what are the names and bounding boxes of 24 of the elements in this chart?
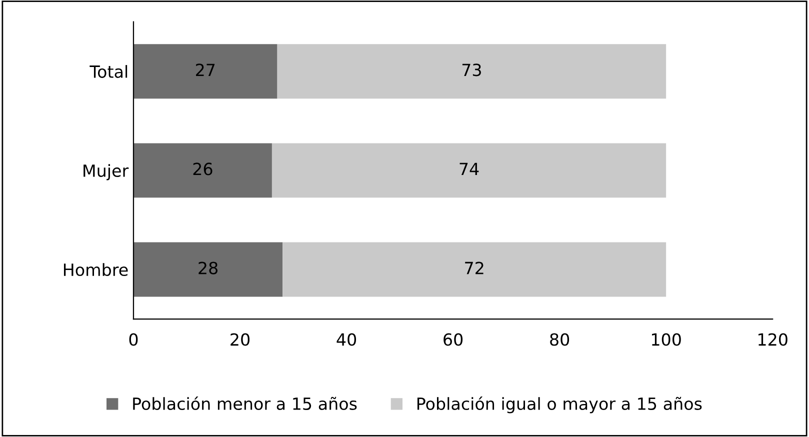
x-tick-label: 100 [652, 333, 681, 346]
data-label: 27 [196, 64, 215, 76]
data-label: 26 [193, 162, 212, 176]
y-tick-label: Mujer [84, 164, 129, 180]
data-label: 73 [462, 64, 481, 76]
bar [272, 143, 666, 198]
y-tick-label: Total [90, 65, 128, 78]
legend-label: Población igual o mayor a 15 años [417, 396, 702, 414]
data-label: 72 [465, 262, 484, 274]
y-tick-label: Hombre [64, 263, 128, 276]
legend-label: Población menor a 15 años [133, 396, 357, 410]
data-label: 74 [460, 162, 479, 176]
bar [133, 242, 283, 297]
x-tick-label: 60 [444, 333, 463, 346]
bar [133, 143, 272, 198]
bar [282, 242, 666, 297]
x-tick-label: 80 [550, 333, 570, 346]
x-tick-label: 120 [758, 333, 788, 346]
bar [133, 44, 278, 99]
bar [277, 44, 666, 99]
x-tick-label: 20 [230, 333, 250, 346]
x-tick-label: 0 [129, 333, 138, 346]
x-tick-label: 40 [336, 333, 356, 346]
data-label: 28 [198, 262, 218, 274]
